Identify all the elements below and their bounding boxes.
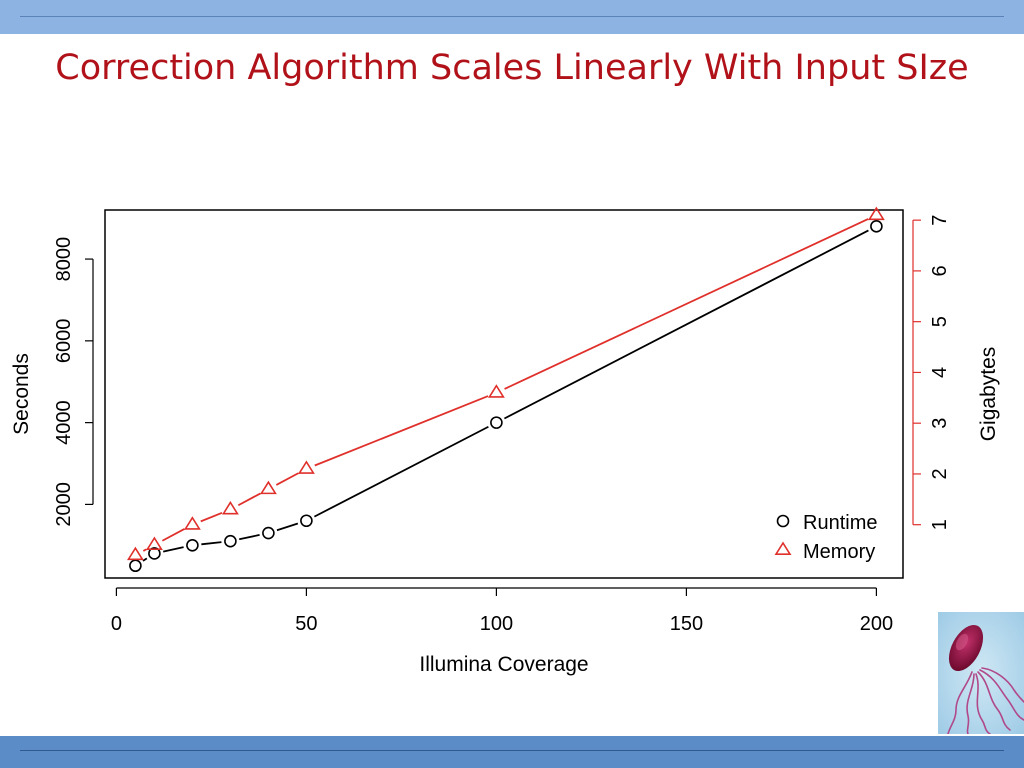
y2-tick-label: 4	[929, 367, 951, 378]
legend-marker-memory	[774, 541, 792, 556]
series-runtime-segment	[201, 541, 222, 546]
y-tick-label: 6000	[53, 319, 75, 364]
top-banner	[0, 0, 1024, 34]
x-tick-label: 200	[860, 613, 893, 635]
x-tick-label: 100	[480, 613, 513, 635]
y-tick-label: 2000	[53, 482, 75, 527]
series-memory-point	[183, 516, 201, 530]
y2-tick-label: 3	[929, 418, 951, 429]
series-runtime-point	[186, 538, 199, 552]
series-memory-segment	[314, 395, 489, 467]
y2-tick-label: 2	[929, 468, 951, 479]
series-memory-segment	[161, 528, 185, 542]
series-runtime-point	[870, 220, 883, 233]
series-memory-segment	[275, 472, 299, 486]
series-memory-point	[867, 206, 885, 221]
plot-frame	[104, 209, 904, 579]
x-tick-label: 50	[295, 613, 317, 635]
bacterium-image	[938, 612, 1024, 734]
y2-tick-label: 7	[929, 215, 951, 226]
series-runtime-point	[300, 514, 313, 528]
y-axis-label: Seconds	[10, 353, 33, 435]
series-runtime-point	[224, 534, 237, 548]
legend-label-runtime: Runtime	[803, 512, 877, 534]
series-runtime-segment	[239, 534, 260, 541]
series-memory-point	[297, 460, 315, 474]
series-memory-segment	[200, 511, 223, 523]
y-tick-label: 4000	[53, 400, 75, 445]
series-runtime-segment	[276, 522, 299, 532]
y2-tick-label: 6	[929, 265, 951, 276]
legend-marker-runtime	[776, 514, 790, 528]
legend-label-memory: Memory	[803, 541, 875, 563]
y2-axis-label: Gigabytes	[977, 347, 1000, 442]
series-memory-segment	[504, 218, 869, 390]
series-memory-segment	[142, 548, 147, 552]
series-memory-point	[259, 480, 277, 495]
y-tick-label: 8000	[53, 237, 75, 281]
series-memory-point	[487, 384, 505, 398]
y2-tick-label: 5	[929, 316, 951, 327]
series-runtime-point	[129, 559, 142, 573]
bottom-banner	[0, 736, 1024, 768]
series-memory-point	[221, 500, 239, 515]
x-axis-label: Illumina Coverage	[419, 653, 588, 676]
series-runtime-segment	[503, 229, 869, 420]
series-memory-point	[145, 536, 163, 551]
bottom-banner-rule	[20, 750, 1004, 751]
series-runtime-point	[490, 416, 503, 429]
x-tick-label: 0	[111, 613, 122, 635]
line-chart: 0 50 100 150 200 Illumina Coverage 2000 4000 600…	[10, 206, 1000, 676]
slide-title: Correction Algorithm Scales Linearly Wit…	[55, 48, 969, 88]
series-runtime-segment	[142, 557, 148, 562]
series-runtime-point	[148, 547, 161, 560]
series-memory-segment	[237, 492, 261, 507]
x-tick-label: 150	[670, 613, 703, 635]
series-runtime-segment	[163, 546, 184, 553]
top-banner-rule	[20, 16, 1004, 17]
series-runtime-point	[262, 526, 275, 540]
y2-tick-label: 1	[929, 519, 951, 530]
series-runtime-segment	[313, 425, 489, 518]
series-memory-point	[126, 546, 144, 561]
